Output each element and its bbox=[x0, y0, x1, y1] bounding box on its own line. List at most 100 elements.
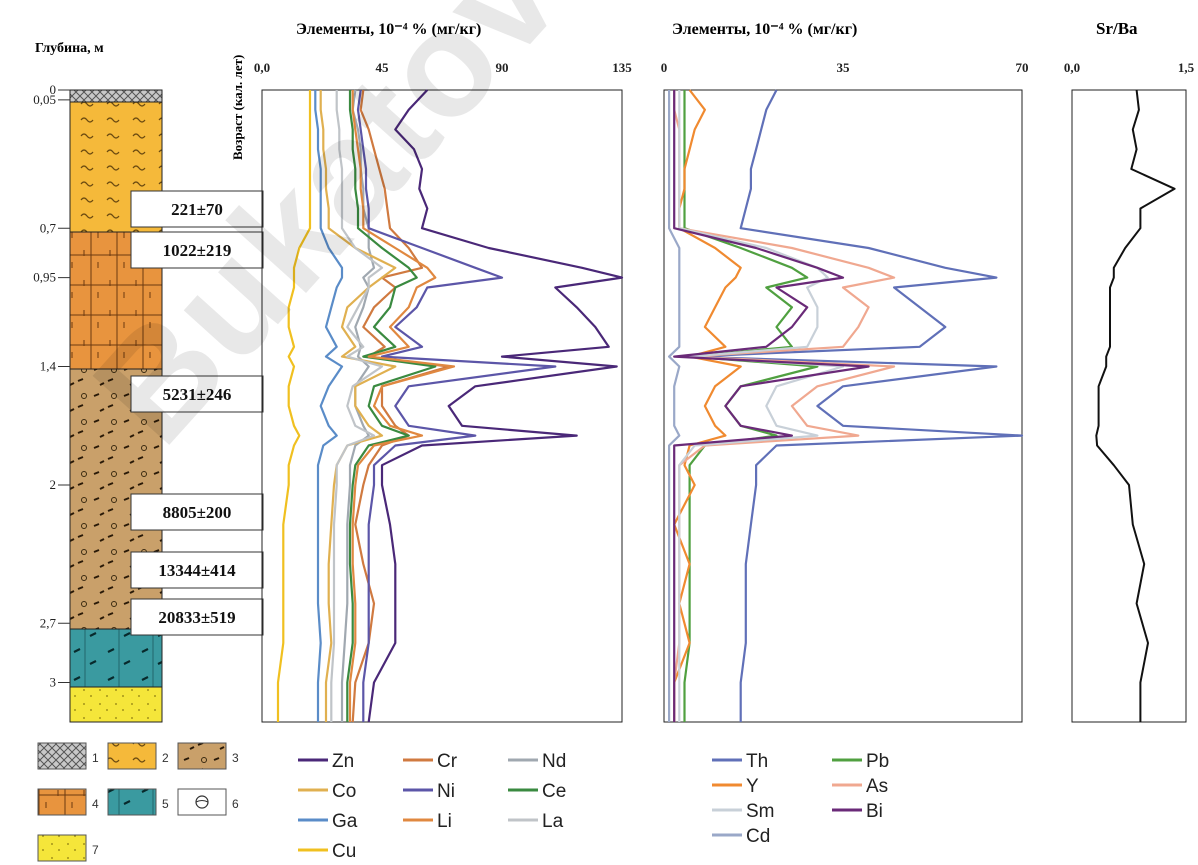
depth-axis: 00,05 0,7 0,95 1,4 2 2,7 3 bbox=[33, 82, 70, 690]
panel1-frame bbox=[261, 89, 623, 723]
age-box bbox=[130, 190, 264, 228]
legend-num-3: 3 bbox=[232, 751, 239, 765]
age-axis-title: Возраст (кал. лет) bbox=[230, 55, 245, 160]
legend-label-cu: Cu bbox=[332, 841, 356, 862]
panel2-legend: Th Pb Y As Sm Bi Cd bbox=[712, 751, 889, 847]
series-line-as bbox=[673, 90, 896, 722]
legend-label-th: Th bbox=[746, 751, 768, 772]
depth-tick-label: 2,7 bbox=[40, 615, 57, 630]
legend-swatch-5 bbox=[107, 788, 157, 816]
depth-tick-label: 2 bbox=[50, 477, 57, 492]
panel3-frame bbox=[1071, 89, 1187, 723]
x-tick-label: 1,5 bbox=[1178, 60, 1195, 75]
panel1-legend: Zn Cr Nd Co Ni Ce Ga Li La Cu bbox=[298, 751, 566, 862]
layer-teal bbox=[69, 628, 163, 688]
panel1-lines bbox=[276, 89, 624, 723]
age-label: 20833±519 bbox=[158, 608, 235, 627]
series-line-cd bbox=[667, 90, 681, 722]
legend-label-cr: Cr bbox=[437, 751, 458, 772]
legend-label-sm: Sm bbox=[746, 801, 775, 822]
series-line-li bbox=[348, 90, 456, 722]
x-tick-label: 135 bbox=[612, 60, 632, 75]
x-tick-label: 0,0 bbox=[254, 60, 270, 75]
layer-yellow-sand bbox=[69, 686, 163, 723]
panel2-ticks: 0 35 70 bbox=[661, 60, 1029, 75]
legend-swatch-1 bbox=[37, 742, 87, 770]
series-line-ni bbox=[356, 89, 557, 722]
legend-num-5: 5 bbox=[162, 797, 169, 811]
legend-label-cd: Cd bbox=[746, 826, 770, 847]
legend-label-y: Y bbox=[746, 776, 759, 797]
x-tick-label: 45 bbox=[376, 60, 390, 75]
age-box bbox=[130, 231, 264, 269]
legend-label-bi: Bi bbox=[866, 801, 883, 822]
legend-label-zn: Zn bbox=[332, 751, 354, 772]
panel1: 0,0 45 90 135 bbox=[254, 60, 632, 723]
panel3-ticks: 0,0 1,5 bbox=[1064, 60, 1195, 75]
shell-icon bbox=[195, 795, 209, 809]
panel3-lines bbox=[1095, 89, 1176, 722]
legend-label-ga: Ga bbox=[332, 811, 358, 832]
series-line-la bbox=[330, 90, 384, 722]
depth-axis-title: Глубина, м bbox=[35, 41, 104, 56]
legend-swatch-7 bbox=[37, 834, 87, 862]
x-tick-label: 35 bbox=[837, 60, 851, 75]
series-line-y bbox=[673, 89, 742, 722]
panel1-ticks: 0,0 45 90 135 bbox=[254, 60, 632, 75]
legend-label-nd: Nd bbox=[542, 751, 566, 772]
legend-num-2: 2 bbox=[162, 751, 169, 765]
legend-label-li: Li bbox=[437, 811, 452, 832]
age-box bbox=[130, 375, 264, 413]
series-line-ga bbox=[314, 90, 344, 722]
depth-tick-label: 3 bbox=[50, 675, 57, 690]
legend-num-6: 6 bbox=[232, 797, 239, 811]
legend-label-la: La bbox=[542, 811, 564, 832]
series-line-cu bbox=[276, 90, 312, 722]
age-box bbox=[130, 493, 264, 531]
series-line-sm bbox=[678, 90, 845, 722]
depth-tick-label: 0,05 bbox=[33, 92, 56, 107]
x-tick-label: 90 bbox=[496, 60, 509, 75]
panel1-title: Элементы, 10⁻⁴ % (мг/кг) bbox=[296, 21, 481, 38]
legend-num-4: 4 bbox=[92, 797, 99, 811]
legend-label-co: Co bbox=[332, 781, 356, 802]
legend-num-1: 1 bbox=[92, 751, 99, 765]
series-line-nd bbox=[340, 89, 376, 722]
series-line-co bbox=[319, 90, 397, 722]
panel2-lines bbox=[667, 89, 1024, 722]
legend-swatch-2 bbox=[107, 742, 157, 770]
layer-crosshatch bbox=[69, 89, 163, 103]
legend-label-pb: Pb bbox=[866, 751, 889, 772]
panel3: 0,0 1,5 bbox=[1064, 60, 1195, 723]
series-line-sr-ba bbox=[1095, 89, 1176, 722]
age-label: 1022±219 bbox=[163, 241, 232, 260]
series-line-zn bbox=[367, 89, 624, 723]
depth-tick-label: 0,95 bbox=[33, 270, 56, 285]
age-box bbox=[130, 551, 264, 589]
legend-swatch-4 bbox=[37, 788, 87, 816]
age-labels: 221±70 1022±219 5231±246 8805±200 13344±414 2… bbox=[130, 190, 264, 636]
x-tick-label: 0,0 bbox=[1064, 60, 1080, 75]
legend-label-as: As bbox=[866, 776, 888, 797]
lithology-legend: 1 2 3 4 5 6 7 bbox=[37, 742, 239, 862]
series-line-ce bbox=[346, 90, 437, 722]
depth-tick-label: 0 bbox=[50, 82, 57, 97]
legend-swatch-6 bbox=[177, 788, 227, 816]
panel2-title: Элементы, 10⁻⁴ % (мг/кг) bbox=[672, 21, 857, 38]
panel2: 0 35 70 bbox=[661, 60, 1029, 723]
legend-label-ni: Ni bbox=[437, 781, 455, 802]
age-label: 221±70 bbox=[171, 200, 223, 219]
age-box bbox=[130, 598, 264, 636]
panel2-frame bbox=[663, 89, 1023, 723]
legend-label-ce: Ce bbox=[542, 781, 566, 802]
depth-tick-label: 1,4 bbox=[40, 359, 57, 374]
depth-tick-label: 0,7 bbox=[40, 220, 57, 235]
x-tick-label: 0 bbox=[661, 60, 668, 75]
age-label: 5231±246 bbox=[163, 385, 232, 404]
panel3-title: Sr/Ba bbox=[1096, 19, 1138, 38]
age-label: 13344±414 bbox=[158, 561, 236, 580]
series-line-th bbox=[688, 89, 1024, 722]
legend-num-7: 7 bbox=[92, 843, 99, 857]
age-label: 8805±200 bbox=[163, 503, 232, 522]
